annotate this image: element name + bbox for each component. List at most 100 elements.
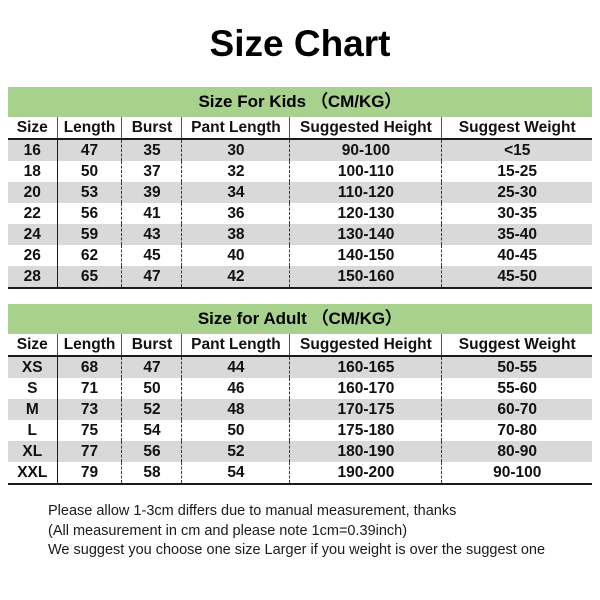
cell-suggest-weight: 15-25 [441, 161, 592, 182]
cell-burst: 47 [121, 266, 182, 289]
cell-suggest-weight: 40-45 [441, 245, 592, 266]
cell-suggest-weight: 80-90 [441, 441, 592, 462]
cell-length: 75 [56, 420, 122, 441]
cell-size: 18 [23, 162, 41, 180]
cell-length: 68 [56, 356, 122, 378]
column-header-length: Length [56, 334, 122, 357]
column-header-pant-length: Pant Length [181, 334, 290, 357]
column-header-suggest-weight: Suggest Weight [441, 334, 592, 357]
cell-pant-length: 52 [181, 441, 290, 462]
column-header-burst: Burst [121, 117, 182, 140]
cell-length: 53 [56, 182, 122, 203]
measurement-notes: Please allow 1-3cm differs due to manual… [0, 502, 600, 561]
cell-length: 50 [56, 161, 122, 182]
table-row: S 71 50 46 160-170 55-60 [8, 378, 592, 399]
cell-length: 71 [56, 378, 122, 399]
cell-suggested-height: 190-200 [289, 462, 442, 485]
cell-burst: 41 [121, 203, 182, 224]
cell-burst: 58 [121, 462, 182, 485]
table-row: 20 53 39 34 110-120 25-30 [8, 182, 592, 203]
cell-pant-length: 36 [181, 203, 290, 224]
cell-size: XXL [8, 462, 58, 485]
cell-length: 73 [56, 399, 122, 420]
cell-pant-length: 50 [181, 420, 290, 441]
adult-header-row: Size Length Burst Pant Length Suggested … [8, 334, 592, 357]
cell-size: 16 [8, 139, 58, 161]
cell-burst: 43 [121, 224, 182, 245]
cell-suggested-height: 180-190 [289, 441, 442, 462]
column-header-suggested-height: Suggested Height [289, 117, 442, 140]
note-line-3: We suggest you choose one size Larger if… [48, 542, 546, 558]
cell-suggested-height: 100-110 [289, 161, 442, 182]
cell-pant-length: 54 [181, 462, 290, 485]
column-header-suggested-height: Suggested Height [289, 334, 442, 357]
kids-size-table-block: Size For Kids （CM/KG） Size Length Burst … [8, 87, 592, 289]
cell-size: XL [8, 441, 58, 462]
cell-size: 28 [8, 266, 58, 289]
cell-size: 24 [8, 224, 58, 245]
cell-suggested-height: 90-100 [289, 139, 442, 161]
cell-suggested-height: 160-170 [289, 378, 442, 399]
cell-suggest-weight: 70-80 [441, 420, 592, 441]
cell-length: 62 [56, 245, 122, 266]
cell-suggested-height: 110-120 [289, 182, 442, 203]
adult-table-header-band: Size for Adult （CM/KG） [8, 304, 592, 334]
kids-table-header-band: Size For Kids （CM/KG） [8, 87, 592, 117]
table-row: 26 62 45 40 140-150 40-45 [8, 245, 592, 266]
cell-suggest-weight: 60-70 [441, 399, 592, 420]
cell-suggested-height: 160-165 [289, 356, 442, 378]
column-header-length: Length [56, 117, 122, 140]
cell-burst: 47 [121, 356, 182, 378]
cell-suggest-weight: 30-35 [441, 203, 592, 224]
cell-suggest-weight: 90-100 [441, 462, 592, 485]
adult-table-head: Size Length Burst Pant Length Suggested … [8, 334, 592, 357]
cell-suggest-weight: 25-30 [441, 182, 592, 203]
cell-burst: 37 [121, 161, 182, 182]
kids-table-head: Size Length Burst Pant Length Suggested … [8, 117, 592, 140]
adult-table-body: XS 68 47 44 160-165 50-55 S 71 50 46 160… [8, 356, 592, 485]
table-row: XXL 79 58 54 190-200 90-100 [8, 462, 592, 485]
cell-length: 47 [56, 139, 122, 161]
cell-suggest-weight: 35-40 [441, 224, 592, 245]
column-header-pant-length: Pant Length [181, 117, 290, 140]
cell-size: 20 [8, 182, 58, 203]
cell-pant-length: 46 [181, 378, 290, 399]
table-row: 28 65 47 42 150-160 45-50 [8, 266, 592, 289]
cell-pant-length: 48 [181, 399, 290, 420]
cell-suggested-height: 140-150 [289, 245, 442, 266]
cell-burst: 39 [121, 182, 182, 203]
cell-length: 77 [56, 441, 122, 462]
cell-suggested-height: 130-140 [289, 224, 442, 245]
cell-pant-length: 44 [181, 356, 290, 378]
kids-header-row: Size Length Burst Pant Length Suggested … [8, 117, 592, 140]
cell-suggested-height: 150-160 [289, 266, 442, 289]
table-row: XL 77 56 52 180-190 80-90 [8, 441, 592, 462]
cell-pant-length: 38 [181, 224, 290, 245]
cell-size: S [27, 379, 38, 397]
cell-size: M [8, 399, 58, 420]
cell-pant-length: 30 [181, 139, 290, 161]
cell-length: 65 [56, 266, 122, 289]
table-row: 16 47 35 30 90-100 <15 [8, 139, 592, 161]
cell-suggest-weight: 50-55 [441, 356, 592, 378]
cell-suggest-weight: 55-60 [441, 378, 592, 399]
table-row: M 73 52 48 170-175 60-70 [8, 399, 592, 420]
table-row: L 75 54 50 175-180 70-80 [8, 420, 592, 441]
cell-burst: 56 [121, 441, 182, 462]
column-header-size: Size [8, 117, 58, 140]
table-row: 18 50 37 32 100-110 15-25 [8, 161, 592, 182]
cell-size: XS [8, 356, 58, 378]
cell-suggested-height: 175-180 [289, 420, 442, 441]
cell-suggest-weight: 45-50 [441, 266, 592, 289]
cell-pant-length: 40 [181, 245, 290, 266]
cell-burst: 54 [121, 420, 182, 441]
cell-size: L [27, 421, 37, 439]
column-header-size: Size [8, 334, 58, 357]
cell-suggested-height: 170-175 [289, 399, 442, 420]
cell-burst: 35 [121, 139, 182, 161]
page-title: Size Chart [209, 23, 391, 64]
cell-length: 79 [56, 462, 122, 485]
kids-table-body: 16 47 35 30 90-100 <15 18 50 37 32 100-1… [8, 139, 592, 289]
table-row: 24 59 43 38 130-140 35-40 [8, 224, 592, 245]
